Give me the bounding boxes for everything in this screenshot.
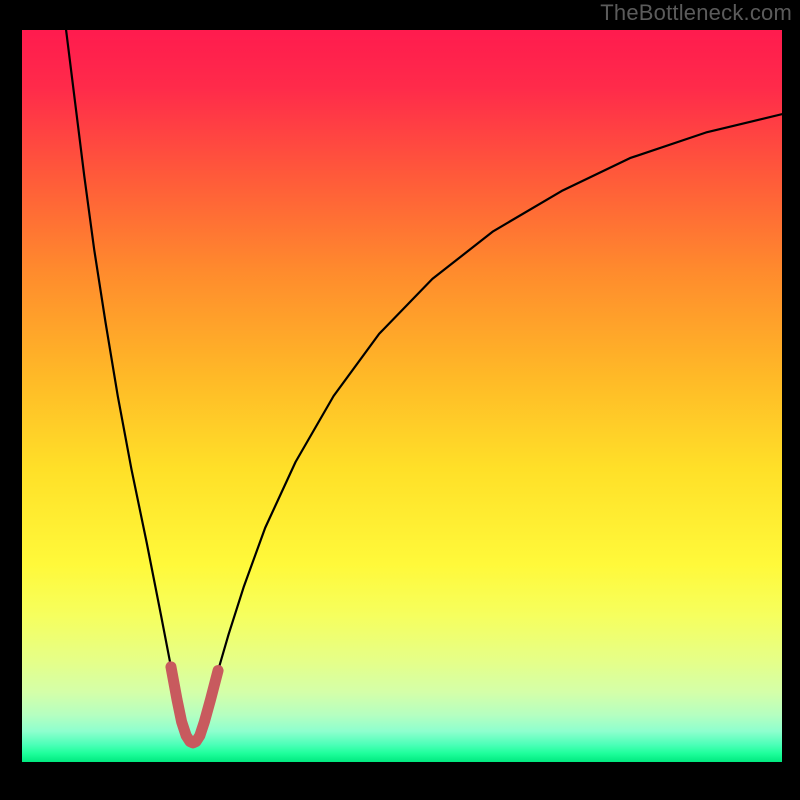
chart-background: [22, 30, 782, 762]
chart-svg: [22, 30, 782, 762]
watermark-text: TheBottleneck.com: [600, 0, 792, 26]
chart-plot-area: [22, 30, 782, 762]
chart-outer-frame: TheBottleneck.com: [0, 0, 800, 800]
